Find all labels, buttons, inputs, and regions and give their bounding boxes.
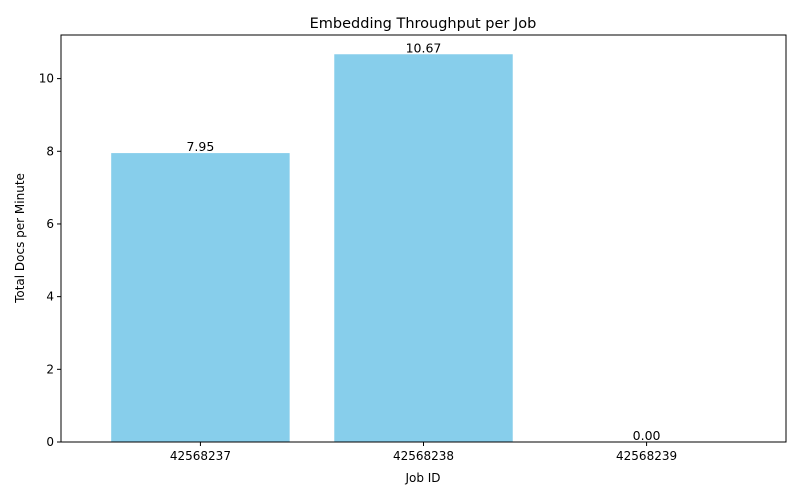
data-label-42568238: 10.67	[406, 40, 442, 55]
data-label-42568239: 0.00	[633, 428, 661, 443]
plot-frame	[60, 34, 787, 443]
x-axis-label: Job ID	[404, 471, 440, 485]
bar-42568238	[334, 54, 513, 442]
y-tick-label: 4	[46, 290, 54, 304]
chart-title: Embedding Throughput per Job	[310, 16, 537, 32]
data-label-42568237: 7.95	[186, 139, 214, 154]
x-tick-label: 42568238	[393, 449, 454, 463]
y-axis-label: Total Docs per Minute	[13, 173, 27, 304]
y-tick-label: 2	[46, 362, 54, 376]
x-tick-label: 42568239	[616, 449, 677, 463]
y-tick-label: 6	[46, 217, 54, 231]
y-tick-label: 10	[39, 72, 54, 86]
y-tick-label: 0	[46, 435, 54, 449]
bar-42568237	[111, 153, 290, 442]
y-tick-label: 8	[46, 144, 54, 158]
x-tick-label: 42568237	[170, 449, 231, 463]
